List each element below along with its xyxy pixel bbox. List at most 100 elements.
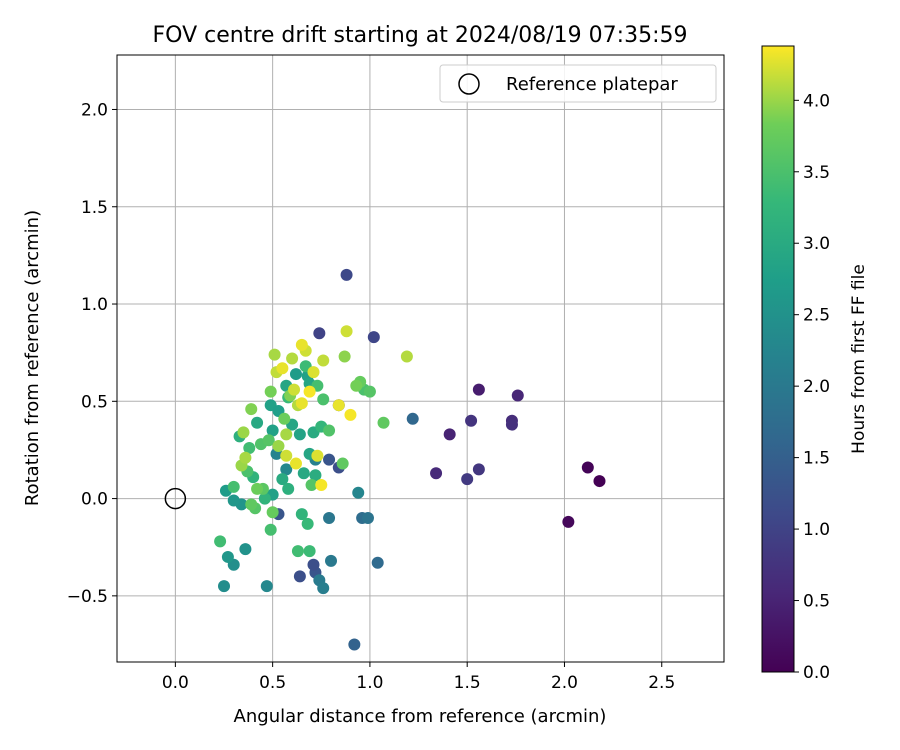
reference-platepar-marker (164, 487, 187, 510)
data-point (581, 461, 594, 474)
data-point (262, 434, 275, 447)
data-point (443, 428, 456, 441)
data-point (338, 350, 351, 363)
colorbar-tick-label: 1.5 (803, 449, 830, 469)
data-point (293, 570, 306, 583)
legend-box (439, 64, 717, 103)
data-point (266, 424, 279, 437)
colorbar-tick-label: 4.0 (803, 91, 830, 111)
data-point (272, 440, 285, 453)
data-point (340, 268, 353, 281)
data-point (361, 512, 374, 525)
y-tick-label: 0.0 (81, 490, 108, 510)
y-tick-label: 2.0 (81, 100, 108, 120)
data-point (352, 486, 365, 499)
data-point (465, 414, 478, 427)
y-ticks: −0.5 0.0 0.5 1.0 1.5 2.0 (67, 100, 117, 607)
data-point (289, 457, 302, 470)
data-point (295, 397, 308, 410)
data-point (260, 580, 273, 593)
colorbar: 0.0 0.5 1.0 1.5 2.0 2.5 3.0 3.5 4.0 Hours from f… (761, 45, 869, 683)
data-point (377, 416, 390, 429)
x-tick-label: 1.0 (356, 673, 383, 693)
data-point (311, 449, 324, 462)
colorbar-tick-label: 3.5 (803, 163, 830, 183)
data-point (307, 366, 320, 379)
y-axis-label: Rotation from reference (arcmin) (22, 210, 43, 506)
colorbar-ticks: 0.0 0.5 1.0 1.5 2.0 2.5 3.0 3.5 4.0 (794, 91, 830, 683)
data-point (245, 403, 258, 416)
colorbar-tick-label: 2.5 (803, 306, 830, 326)
data-point (291, 545, 304, 558)
x-tick-label: 2.0 (551, 673, 578, 693)
data-point (593, 475, 606, 488)
reference-marker-layer (164, 487, 187, 510)
data-point (278, 412, 291, 425)
data-points (214, 268, 606, 651)
data-point (313, 327, 326, 340)
y-tick-label: −0.5 (67, 587, 108, 607)
data-point (371, 556, 384, 569)
data-point (251, 482, 264, 495)
data-point (258, 492, 271, 505)
data-point (336, 457, 349, 470)
data-point (317, 354, 330, 367)
legend-label: Reference platepar (506, 74, 678, 95)
data-point (295, 338, 308, 351)
data-point (363, 385, 376, 398)
colorbar-tick-label: 0.5 (803, 592, 830, 612)
data-point (276, 362, 289, 375)
x-axis-label: Angular distance from reference (arcmin) (234, 706, 607, 727)
x-tick-label: 0.0 (162, 673, 189, 693)
colorbar-tick-label: 2.0 (803, 377, 830, 397)
data-point (295, 508, 308, 521)
data-point (286, 352, 299, 365)
data-point (505, 418, 518, 431)
data-point (268, 348, 281, 361)
data-point (237, 426, 250, 439)
data-point (264, 523, 277, 536)
colorbar-tick-label: 0.0 (803, 663, 830, 683)
data-point (367, 331, 380, 344)
data-point (348, 638, 361, 651)
data-point (239, 543, 252, 556)
data-point (214, 535, 227, 548)
data-point (315, 478, 328, 491)
data-point (400, 350, 413, 363)
data-point (282, 482, 295, 495)
colorbar-tick-label: 1.0 (803, 520, 830, 540)
data-point (243, 441, 256, 454)
data-point (289, 368, 302, 381)
y-tick-label: 0.5 (81, 392, 108, 412)
x-tick-label: 2.5 (648, 673, 675, 693)
data-point (303, 545, 316, 558)
data-point (461, 473, 474, 486)
data-point (218, 580, 231, 593)
data-point (511, 389, 524, 402)
data-point (323, 424, 336, 437)
x-tick-label: 0.5 (259, 673, 286, 693)
data-point (303, 385, 316, 398)
colorbar-gradient (761, 45, 795, 673)
plot-frame (116, 54, 725, 663)
data-point (332, 399, 345, 412)
data-point (227, 480, 240, 493)
data-point (309, 469, 322, 482)
data-point (406, 412, 419, 425)
x-ticks: 0.0 0.5 1.0 1.5 2.0 2.5 (162, 662, 675, 693)
data-point (280, 428, 293, 441)
data-point (430, 467, 443, 480)
data-point (323, 453, 336, 466)
data-point (276, 473, 289, 486)
data-point (239, 451, 252, 464)
data-point (325, 554, 338, 567)
data-point (472, 463, 485, 476)
y-tick-label: 1.5 (81, 198, 108, 218)
data-point (264, 385, 277, 398)
data-point (245, 498, 258, 511)
data-point (280, 463, 293, 476)
data-point (227, 494, 240, 507)
grid (117, 55, 724, 662)
data-point (305, 478, 318, 491)
